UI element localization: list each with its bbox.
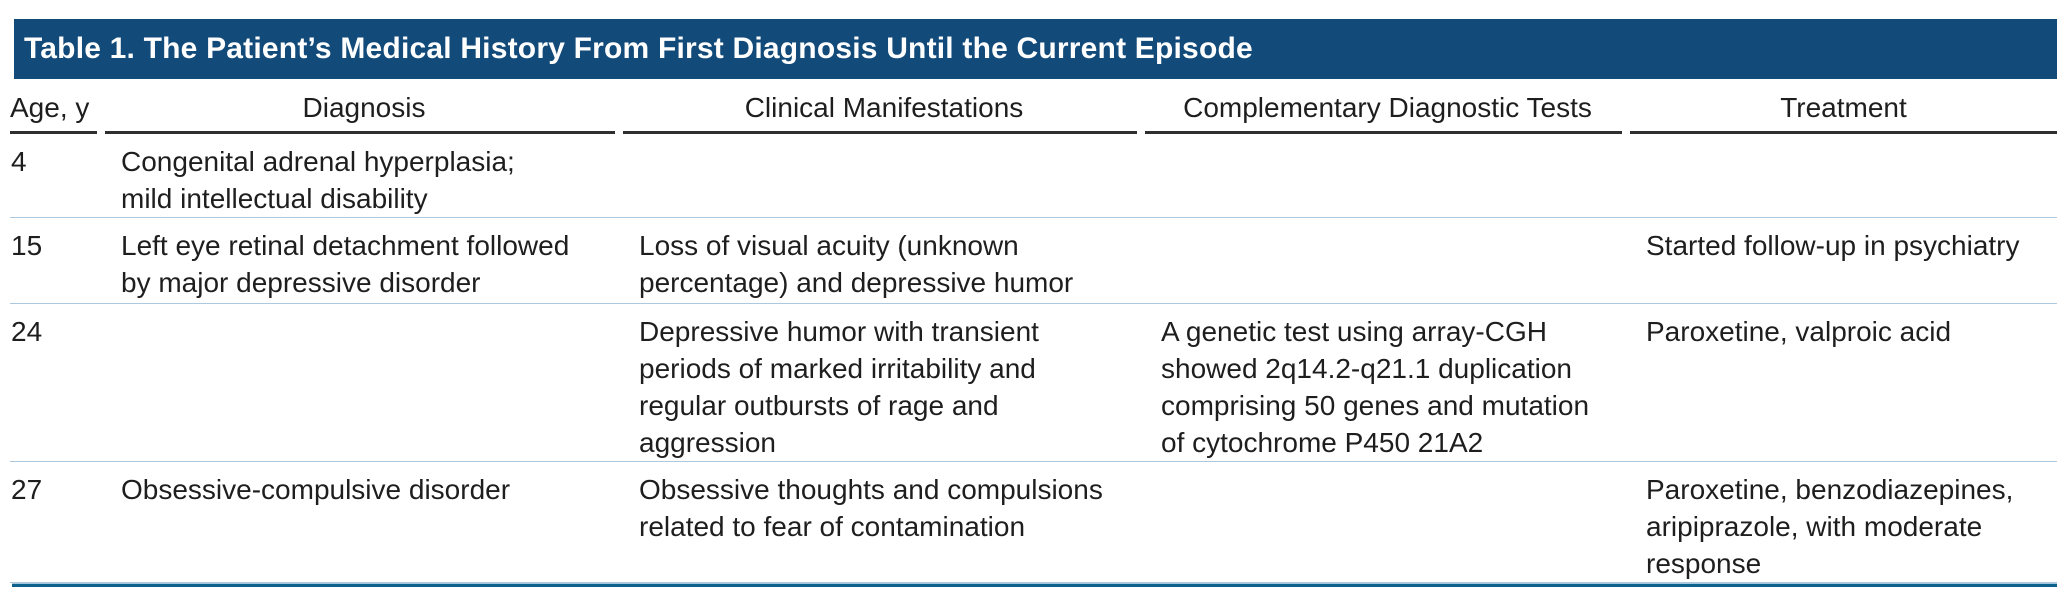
table-row: 15 Left eye retinal detachment followed … (10, 218, 2057, 304)
cell-treatment (1630, 134, 2057, 217)
cell-treatment: Paroxetine, benzodiazepines, aripiprazol… (1646, 474, 2014, 579)
column-header-treatment: Treatment (1780, 92, 1907, 123)
cell-clinical-manifestations (623, 134, 1145, 217)
cell-diagnostic-tests (1145, 462, 1630, 582)
cell-diagnosis (105, 304, 623, 461)
cell-clinical-manifestations: Obsessive thoughts and compulsions relat… (639, 474, 1103, 542)
column-header-diagnosis: Diagnosis (302, 92, 426, 123)
table-row: 24 Depressive humor with transient perio… (10, 304, 2057, 462)
cell-age: 24 (11, 316, 43, 347)
table-bottom-rule (12, 583, 2057, 587)
cell-diagnostic-tests (1145, 134, 1630, 217)
table-row: 27 Obsessive-compulsive disorder Obsessi… (10, 462, 2057, 583)
cell-treatment: Started follow-up in psychiatry (1646, 230, 2020, 261)
header-underline-segment (1145, 131, 1622, 134)
header-underline-segment (10, 131, 97, 134)
table-title-bar: Table 1. The Patient’s Medical History F… (14, 19, 2057, 79)
header-underline-segment (623, 131, 1137, 134)
cell-clinical-manifestations: Loss of visual acuity (unknown percentag… (639, 230, 1074, 298)
cell-diagnosis: Congenital adrenal hyperplasia; mild int… (121, 146, 515, 214)
cell-diagnostic-tests: A genetic test using array-CGH showed 2q… (1161, 316, 1590, 458)
table-row: 4 Congenital adrenal hyperplasia; mild i… (10, 134, 2057, 218)
column-header-clinical-manifestations: Clinical Manifestations (744, 92, 1024, 123)
table-title: Table 1. The Patient’s Medical History F… (24, 32, 1253, 65)
cell-treatment: Paroxetine, valproic acid (1646, 316, 1952, 347)
cell-diagnosis: Left eye retinal detachment followed by … (121, 230, 570, 298)
cell-diagnostic-tests (1145, 218, 1630, 303)
column-header-age: Age, y (10, 92, 90, 123)
cell-age: 4 (11, 146, 27, 177)
header-underline-segment (105, 131, 615, 134)
cell-diagnosis: Obsessive-compulsive disorder (121, 474, 511, 505)
cell-clinical-manifestations: Depressive humor with transient periods … (639, 316, 1039, 458)
column-header-row: Age, y Diagnosis Clinical Manifestations… (10, 79, 2057, 131)
column-header-complementary-diagnostic-tests: Complementary Diagnostic Tests (1183, 92, 1592, 123)
cell-age: 27 (11, 474, 43, 505)
cell-age: 15 (11, 230, 43, 261)
header-underline-segment (1630, 131, 2057, 134)
header-underline (10, 131, 2057, 134)
